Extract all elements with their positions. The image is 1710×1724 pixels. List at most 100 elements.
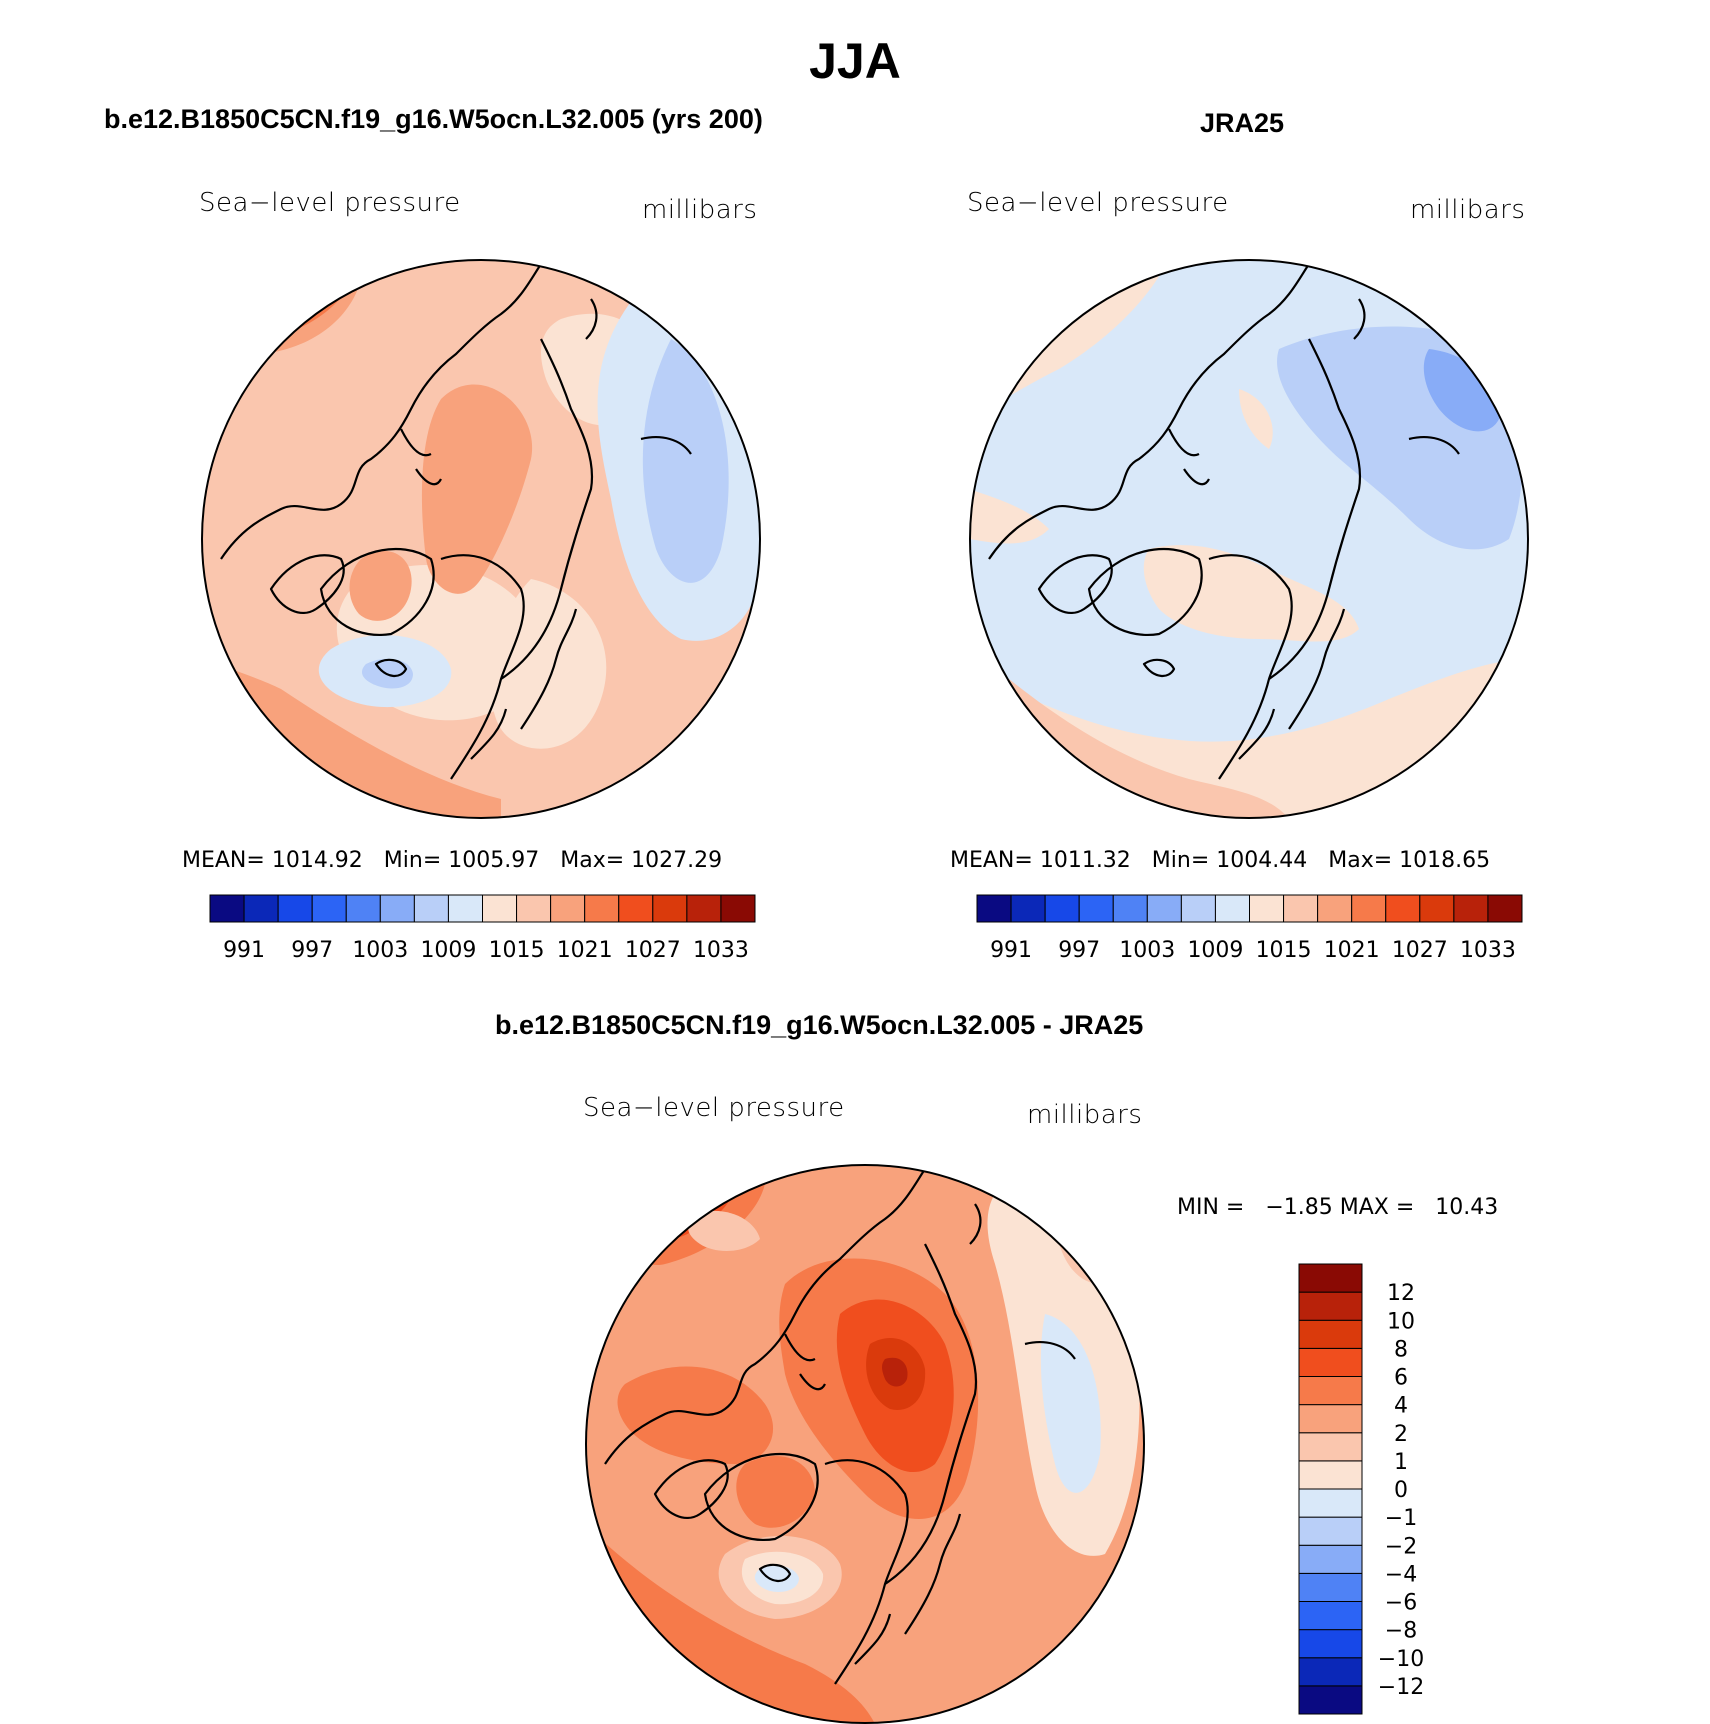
- colorbar-swatch: [1453, 894, 1489, 923]
- colorbar-swatch: [1298, 1404, 1363, 1434]
- colorbar-swatch: [345, 894, 381, 923]
- panel-1-max-value: 1027.29: [631, 848, 723, 873]
- colorbar-tick-label: 991: [990, 938, 1032, 963]
- panel-3-min-value: −1.85: [1265, 1195, 1333, 1220]
- colorbar-swatch: [243, 894, 279, 923]
- colorbar-swatch: [1298, 1657, 1363, 1687]
- colorbar-tick-label: 1015: [1256, 938, 1312, 963]
- map-boundary-circle: [969, 259, 1529, 819]
- colorbar-tick-label: 6: [1394, 1366, 1408, 1391]
- colorbar-swatch: [1298, 1319, 1363, 1349]
- colorbar-swatch: [584, 894, 620, 923]
- colorbar-swatch: [1078, 894, 1114, 923]
- slp-contour-fill: [642, 339, 729, 583]
- colorbar-tick-label: 1033: [693, 938, 749, 963]
- colorbar-swatch: [379, 894, 415, 923]
- colorbar-swatch: [618, 894, 654, 923]
- diff-contour-fill: [920, 1576, 995, 1677]
- colorbar-swatch: [1249, 894, 1285, 923]
- panel-1-mean-value: 1014.92: [271, 848, 363, 873]
- panel-1-min-label: Min=: [383, 848, 442, 873]
- panel-2-polar-map: [969, 259, 1529, 819]
- colorbar-tick-label: 2: [1394, 1422, 1408, 1447]
- colorbar-swatch: [652, 894, 688, 923]
- colorbar-swatch: [550, 894, 586, 923]
- panel-2-min-value: 1004.44: [1216, 848, 1308, 873]
- colorbar-swatch: [1298, 1685, 1363, 1715]
- figure-title: JJA: [809, 33, 901, 89]
- colorbar-swatch: [976, 894, 1012, 923]
- slp-contour-fill: [491, 579, 607, 749]
- colorbar-tick-label: −10: [1378, 1647, 1424, 1672]
- panel-2-stats: MEAN= 1011.32 Min= 1004.44 Max= 1018.65: [950, 848, 1490, 873]
- colorbar-swatch: [1298, 1263, 1363, 1293]
- colorbar-swatch: [720, 894, 756, 923]
- panel-2-min-label: Min=: [1151, 848, 1210, 873]
- colorbar-tick-label: 991: [223, 938, 265, 963]
- slp-contour-fill: [970, 489, 1049, 544]
- slp-contour-fill: [349, 550, 412, 621]
- diff-contour-fill: [1040, 1314, 1101, 1493]
- coastlines: [988, 263, 1460, 780]
- colorbar-swatch: [277, 894, 313, 923]
- panel-3-units-label: millibars: [1027, 1100, 1143, 1130]
- slp-contour-fill: [421, 384, 533, 594]
- colorbar-tick-label: 1021: [557, 938, 613, 963]
- colorbar-tick-label: 8: [1394, 1337, 1408, 1362]
- panel-3-stats: MIN = −1.85 MAX = 10.43: [1177, 1195, 1498, 1220]
- colorbar-swatch: [413, 894, 449, 923]
- slp-contour-fill: [1423, 349, 1499, 432]
- diff-contour-fill: [688, 1210, 760, 1251]
- colorbar-tick-label: 4: [1394, 1394, 1408, 1419]
- panel-3-max-value: 10.43: [1435, 1195, 1499, 1220]
- colorbar-swatch: [482, 894, 518, 923]
- colorbar-tick-label: 1027: [1392, 938, 1448, 963]
- panel-3-title: b.e12.B1850C5CN.f19_g16.W5ocn.L32.005 - …: [495, 1010, 1144, 1040]
- colorbar-swatch: [1214, 894, 1250, 923]
- colorbar-swatch: [1298, 1488, 1363, 1518]
- colorbar-swatch: [1298, 1376, 1363, 1406]
- colorbar-swatch: [1298, 1347, 1363, 1377]
- colorbar-tick-label: 12: [1387, 1281, 1415, 1306]
- panel-3-variable-label: Sea−level pressure: [583, 1093, 845, 1123]
- panel-2-max-value: 1018.65: [1399, 848, 1491, 873]
- diff-contour-fill: [617, 1366, 774, 1464]
- colorbar-tick-label: −1: [1385, 1506, 1417, 1531]
- colorbar-swatch: [1298, 1572, 1363, 1602]
- colorbar-swatch: [1487, 894, 1523, 923]
- colorbar-tick-label: −8: [1385, 1619, 1417, 1644]
- panel-1-polar-map: [201, 259, 761, 819]
- colorbar-swatch: [1298, 1629, 1363, 1659]
- panel-2-units-label: millibars: [1410, 195, 1526, 225]
- colorbar-swatch: [447, 894, 483, 923]
- colorbar-tick-label: −4: [1385, 1562, 1417, 1587]
- colorbar-tick-label: 1: [1394, 1450, 1408, 1475]
- colorbar-tick-label: 1027: [625, 938, 681, 963]
- colorbar-tick-label: 1003: [352, 938, 408, 963]
- colorbar-tick-label: 1003: [1119, 938, 1175, 963]
- colorbar-swatch: [1044, 894, 1080, 923]
- coastlines: [604, 1168, 1076, 1685]
- diff-contour-fill: [882, 1357, 908, 1387]
- panel-2-mean-value: 1011.32: [1039, 848, 1131, 873]
- colorbar-tick-label: 1015: [489, 938, 545, 963]
- colorbar-swatch: [1146, 894, 1182, 923]
- panel-1-colorbar: 991 997 1003 1009 1015 1021 1027 1033: [209, 894, 756, 963]
- panel-2-title: JRA25: [1200, 108, 1285, 138]
- panel-1-title: b.e12.B1850C5CN.f19_g16.W5ocn.L32.005 (y…: [104, 104, 763, 134]
- colorbar-swatch: [1298, 1460, 1363, 1490]
- panel-2-variable-label: Sea−level pressure: [967, 188, 1229, 218]
- colorbar-swatch: [1317, 894, 1353, 923]
- panel-3-max-label: MAX =: [1339, 1195, 1415, 1220]
- panel-3-min-label: MIN =: [1177, 1195, 1245, 1220]
- colorbar-tick-label: 1021: [1324, 938, 1380, 963]
- panel-1-max-label: Max=: [560, 848, 625, 873]
- panel-1-min-value: 1005.97: [448, 848, 540, 873]
- colorbar-swatch: [1298, 1432, 1363, 1462]
- colorbar-swatch: [1419, 894, 1455, 923]
- colorbar-tick-label: 0: [1394, 1478, 1408, 1503]
- diff-contour-fill: [736, 1455, 815, 1528]
- colorbar-tick-label: −12: [1378, 1675, 1424, 1700]
- colorbar-swatch: [1298, 1544, 1363, 1574]
